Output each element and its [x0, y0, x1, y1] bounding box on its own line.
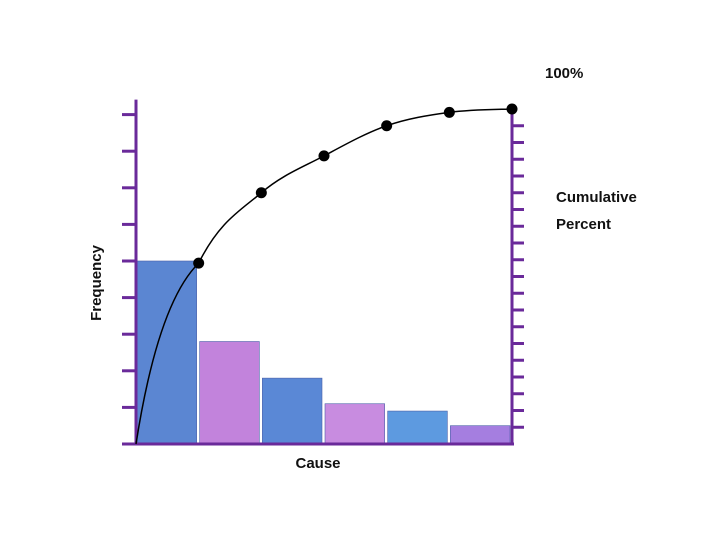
- bar: [199, 341, 260, 445]
- cumulative-point: [506, 103, 518, 115]
- x-axis-label: Cause: [295, 455, 340, 472]
- bar: [262, 377, 323, 445]
- bar: [324, 403, 385, 445]
- y2-axis-label: Percent: [556, 216, 611, 233]
- y2-axis-label: Cumulative: [556, 189, 637, 206]
- bar: [136, 260, 197, 445]
- y-axis-label: Frequency: [88, 244, 105, 321]
- y2-top-label: 100%: [545, 65, 583, 82]
- cumulative-point: [255, 187, 267, 199]
- bar: [450, 425, 511, 445]
- cumulative-point: [381, 120, 393, 132]
- curve-start: [135, 262, 200, 445]
- bar: [387, 410, 448, 445]
- cumulative-point: [193, 257, 205, 269]
- cumulative-line: [197, 108, 513, 264]
- cumulative-point: [443, 106, 455, 118]
- cumulative-point: [318, 150, 330, 162]
